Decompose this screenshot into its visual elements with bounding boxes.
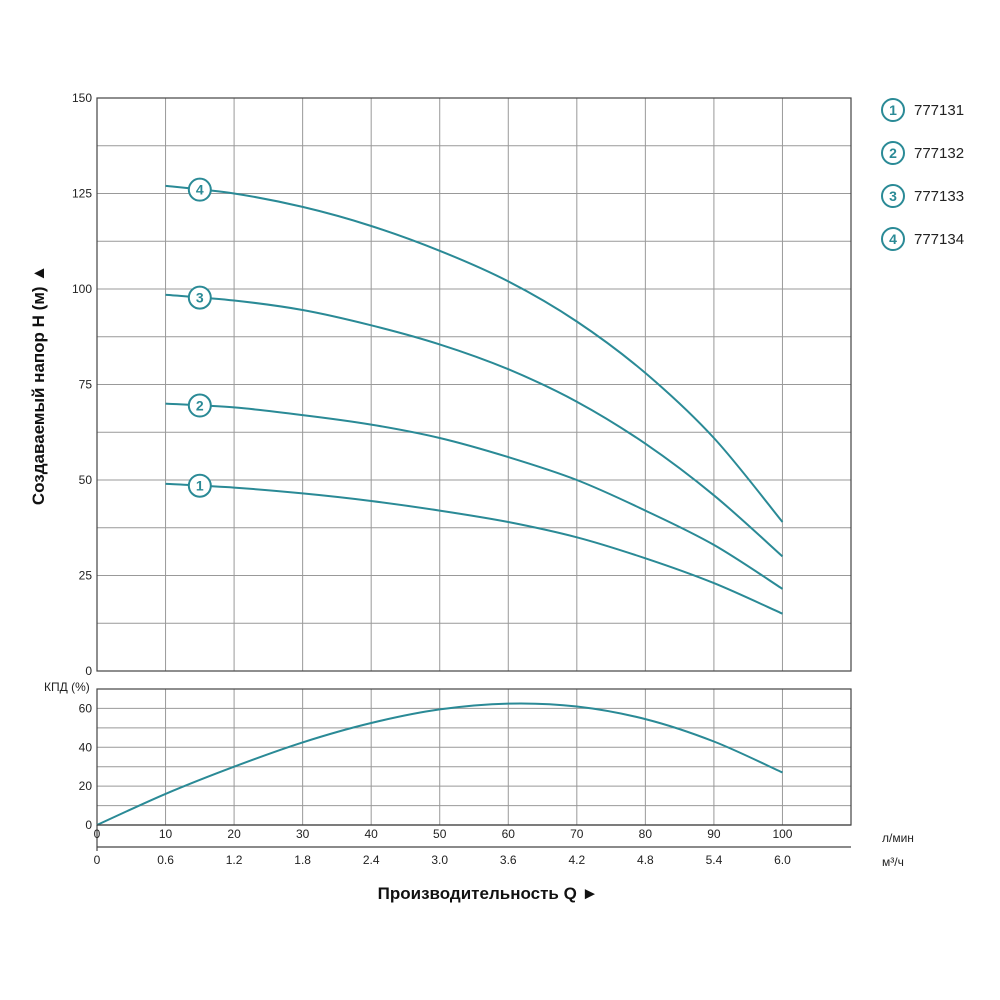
x-tick-label-lmin: 70 bbox=[570, 827, 584, 841]
x-tick-label-m3h: 5.4 bbox=[706, 853, 723, 867]
x-tick-label-m3h: 2.4 bbox=[363, 853, 380, 867]
head-y-tick-label: 25 bbox=[79, 569, 93, 583]
curve-markers: 1 2 3 4 bbox=[187, 177, 212, 498]
legend-entry-777132: 777132 bbox=[914, 145, 964, 162]
curve-marker-circle-3 bbox=[187, 285, 212, 310]
efficiency-curve bbox=[96, 702, 783, 826]
legend-marker-circle-4 bbox=[881, 227, 905, 251]
efficiency-y-tick-label: 60 bbox=[79, 701, 93, 715]
x-tick-label-lmin: 50 bbox=[433, 827, 447, 841]
efficiency-y-tick-label: 40 bbox=[79, 740, 93, 754]
x-tick-label-m3h: 0 bbox=[94, 853, 101, 867]
legend-entry-777134: 777134 bbox=[914, 231, 964, 248]
efficiency-curve-line bbox=[96, 702, 783, 826]
x-tick-label-m3h: 1.8 bbox=[294, 853, 311, 867]
legend-marker-circle-1 bbox=[881, 98, 905, 122]
head-y-tick-label: 75 bbox=[79, 378, 93, 392]
curve-marker-label-4: 4 bbox=[196, 182, 204, 198]
curve-marker-label-3: 3 bbox=[196, 290, 204, 306]
legend-marker-circle-3 bbox=[881, 184, 905, 208]
x-tick-label-lmin: 90 bbox=[707, 827, 721, 841]
head-y-tick-label: 125 bbox=[72, 187, 92, 201]
x-tick-label-lmin: 10 bbox=[159, 827, 173, 841]
curve-marker-circle-2 bbox=[187, 393, 212, 418]
x-tick-label-m3h: 0.6 bbox=[157, 853, 174, 867]
efficiency-chart-grid bbox=[96, 688, 852, 826]
legend-marker-label-4: 4 bbox=[889, 231, 897, 247]
x-tick-label-lmin: 30 bbox=[296, 827, 310, 841]
head-curve-777131 bbox=[165, 482, 783, 615]
legend: 1 777131 2 777132 3 777133 4 777134 bbox=[881, 98, 964, 251]
head-y-tick-label: 50 bbox=[79, 473, 93, 487]
x-tick-label-m3h: 3.6 bbox=[500, 853, 517, 867]
legend-marker-circle-2 bbox=[881, 141, 905, 165]
x-axis-unit-m3h: м³/ч bbox=[882, 855, 904, 869]
x-tick-label-m3h: 4.8 bbox=[637, 853, 654, 867]
x-tick-label-m3h: 3.0 bbox=[431, 853, 448, 867]
legend-marker-label-2: 2 bbox=[889, 145, 897, 161]
legend-marker-label-1: 1 bbox=[889, 102, 897, 118]
x-tick-label-lmin: 60 bbox=[502, 827, 516, 841]
x-tick-label-m3h: 4.2 bbox=[568, 853, 585, 867]
x-axis-title: Производительность Q ► bbox=[378, 884, 599, 903]
curve-marker-label-1: 1 bbox=[196, 478, 204, 494]
efficiency-y-tick-label: 20 bbox=[79, 779, 93, 793]
head-chart-grid bbox=[96, 97, 852, 672]
efficiency-axis-title: КПД (%) bbox=[44, 680, 90, 694]
curve-marker-label-2: 2 bbox=[196, 398, 204, 414]
x-tick-label-m3h: 6.0 bbox=[774, 853, 791, 867]
x-tick-label-lmin: 40 bbox=[365, 827, 379, 841]
head-curve-777134 bbox=[165, 184, 784, 523]
x-axis-unit-lmin: л/мин bbox=[882, 831, 914, 845]
x-tick-label-lmin: 80 bbox=[639, 827, 653, 841]
x-tick-label-m3h: 1.2 bbox=[226, 853, 243, 867]
head-y-tick-label: 100 bbox=[72, 282, 92, 296]
x-tick-label-lmin: 0 bbox=[94, 827, 101, 841]
efficiency-plot-frame bbox=[96, 688, 852, 826]
y-axis-title: Создаваемый напор H (м) ▲ bbox=[29, 265, 48, 505]
x-tick-label-lmin: 100 bbox=[772, 827, 792, 841]
curve-marker-circle-1 bbox=[187, 473, 212, 498]
x-tick-label-lmin: 20 bbox=[227, 827, 241, 841]
head-plot-frame bbox=[96, 97, 852, 672]
legend-entry-777131: 777131 bbox=[914, 102, 964, 119]
legend-marker-label-3: 3 bbox=[889, 188, 897, 204]
head-curve-777132 bbox=[165, 402, 784, 590]
curve-marker-circle-4 bbox=[187, 177, 212, 202]
head-curve-777133 bbox=[165, 293, 784, 558]
efficiency-y-tick-label: 0 bbox=[85, 818, 92, 832]
head-y-tick-label: 150 bbox=[72, 91, 92, 105]
legend-entry-777133: 777133 bbox=[914, 188, 964, 205]
head-y-tick-label: 0 bbox=[85, 664, 92, 678]
head-curves bbox=[165, 184, 784, 615]
